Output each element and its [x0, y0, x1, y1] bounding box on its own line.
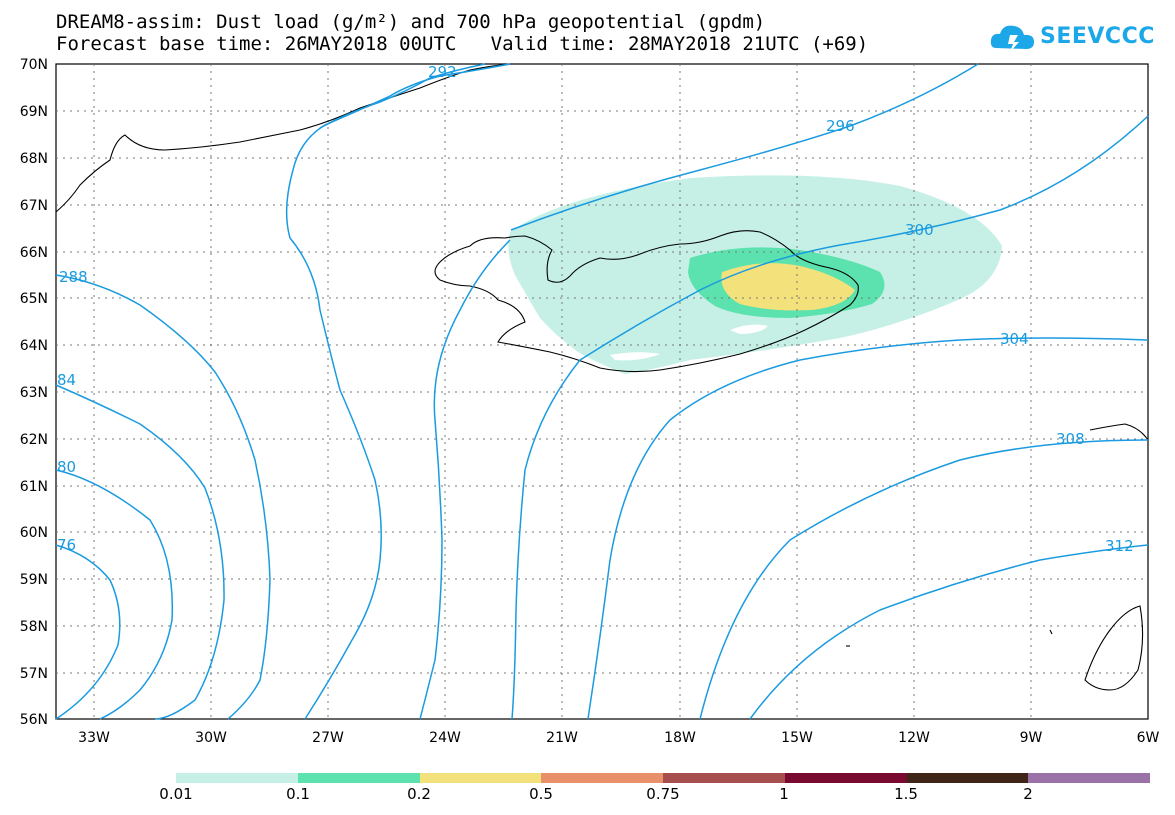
lat-label: 64N: [20, 338, 48, 354]
colorbar-swatch: [784, 773, 907, 783]
colorbar-label: 0.1: [286, 785, 310, 803]
lon-label: 24W: [429, 730, 461, 746]
lat-label: 56N: [20, 712, 48, 728]
lat-label: 62N: [20, 432, 48, 448]
lon-label: 18W: [664, 730, 696, 746]
colorbar-label: 0.75: [646, 785, 680, 803]
contour-label: 292: [428, 63, 457, 81]
lon-label: 15W: [781, 730, 813, 746]
lat-label: 70N: [20, 57, 48, 73]
colorbar-label: 1.5: [894, 785, 918, 803]
contour-label: 304: [1000, 330, 1029, 348]
contour-label: 76: [57, 536, 76, 554]
title-line-2: Forecast base time: 26MAY2018 00UTC Vali…: [56, 33, 869, 55]
seevccc-logo: SEEVCCC: [988, 18, 1154, 58]
lat-label: 69N: [20, 104, 48, 120]
colorbar-swatch: [541, 773, 663, 783]
lon-label: 27W: [312, 730, 344, 746]
contour-label: 300: [905, 221, 934, 239]
title-line-1: DREAM8-assim: Dust load (g/m²) and 700 h…: [56, 11, 766, 33]
contour-labels: 292 296 300 304 308 312 288 84 80 76: [57, 63, 1134, 555]
lat-label: 60N: [20, 525, 48, 541]
geopotential-contours: [55, 63, 1149, 720]
colorbar-swatch: [906, 773, 1029, 783]
colorbar-label: 0.5: [529, 785, 553, 803]
contour-label: 84: [57, 371, 76, 389]
lat-label: 59N: [20, 572, 48, 588]
colorbar-label: 2: [1023, 785, 1033, 803]
latitude-labels: 70N 69N 68N 67N 66N 65N 64N 63N 62N 61N …: [20, 57, 48, 728]
lat-label: 68N: [20, 151, 48, 167]
colorbar-label: 0.01: [159, 785, 193, 803]
colorbar-swatch: [419, 773, 542, 783]
colorbar-swatch: [1028, 773, 1150, 783]
lon-label: 9W: [1020, 730, 1043, 746]
contour-label: 308: [1056, 430, 1085, 448]
colorbar-swatch: [663, 773, 785, 783]
lat-label: 67N: [20, 198, 48, 214]
logo-text: SEEVCCC: [1040, 24, 1155, 49]
lat-label: 63N: [20, 385, 48, 401]
contour-label: 296: [826, 117, 855, 135]
lat-label: 57N: [20, 666, 48, 682]
contour-label: 288: [59, 268, 88, 286]
longitude-labels: 33W 30W 27W 24W 21W 18W 15W 12W 9W 6W: [78, 730, 1159, 746]
lat-label: 66N: [20, 245, 48, 261]
contour-label: 80: [57, 458, 76, 476]
colorbar-label: 1: [779, 785, 789, 803]
dust-load-field: [508, 175, 1002, 374]
coastlines: [55, 63, 1149, 691]
lon-label: 6W: [1137, 730, 1160, 746]
lon-label: 12W: [898, 730, 930, 746]
lon-label: 33W: [78, 730, 110, 746]
colorbar: [176, 773, 1150, 783]
colorbar-swatch: [297, 773, 420, 783]
lat-label: 58N: [20, 619, 48, 635]
colorbar-swatch: [176, 773, 298, 783]
lon-label: 21W: [546, 730, 578, 746]
colorbar-label: 0.2: [407, 785, 431, 803]
lat-label: 65N: [20, 291, 48, 307]
contour-label: 312: [1105, 537, 1134, 555]
lat-label: 61N: [20, 479, 48, 495]
cloud-icon: [990, 25, 1034, 52]
lon-label: 30W: [195, 730, 227, 746]
